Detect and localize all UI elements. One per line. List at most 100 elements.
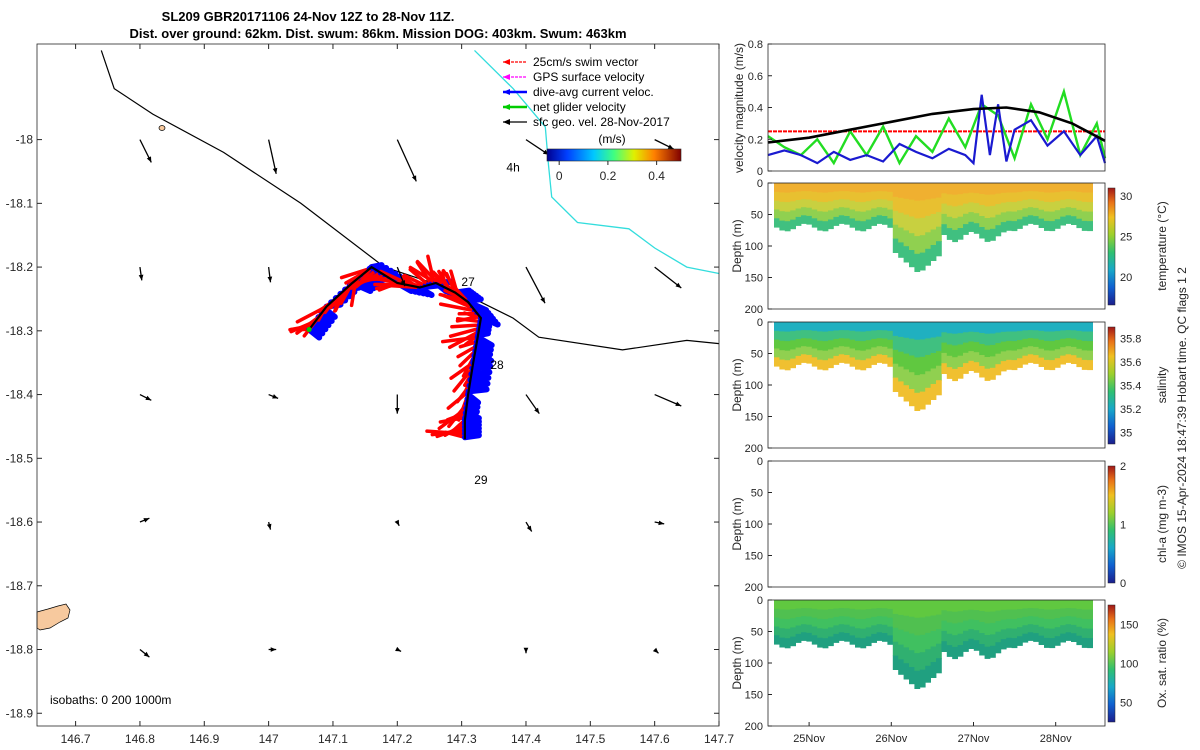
section-cell xyxy=(941,620,948,632)
section-cell xyxy=(979,183,985,195)
section-cell xyxy=(882,616,888,626)
current-vector xyxy=(472,347,493,362)
section-cell xyxy=(990,634,996,647)
section-cell xyxy=(849,209,856,219)
section-cell xyxy=(833,608,840,618)
section-cell xyxy=(860,619,867,630)
section-cell xyxy=(1071,199,1077,209)
section-cell xyxy=(973,342,980,353)
section-cell xyxy=(1054,219,1061,229)
section-cell xyxy=(1054,192,1061,202)
section-cell xyxy=(822,211,829,222)
section-cell xyxy=(1027,632,1034,641)
section-cell xyxy=(979,216,985,228)
geo-vector-head xyxy=(658,520,665,526)
section-cell xyxy=(1065,354,1072,363)
section-cell xyxy=(903,230,910,247)
section-cell xyxy=(887,200,894,211)
section-cell xyxy=(849,357,856,367)
section-cell xyxy=(860,341,867,352)
section-cell xyxy=(1011,211,1018,222)
section-cell xyxy=(1000,600,1007,611)
section-cell xyxy=(811,339,818,349)
section-cell xyxy=(1038,339,1045,350)
section-cell xyxy=(946,228,953,240)
section-colorbar xyxy=(1107,187,1116,306)
section-cell xyxy=(968,341,975,352)
current-vector xyxy=(475,326,492,335)
section-cell xyxy=(1060,208,1066,218)
section-cell xyxy=(1060,355,1066,365)
section-cell xyxy=(1017,210,1023,220)
section-cell xyxy=(887,357,894,367)
chart-title: SL209 GBR20171106 24-Nov 12Z to 28-Nov 1… xyxy=(162,9,455,24)
section-cell xyxy=(1022,625,1029,635)
section-cell xyxy=(860,628,867,639)
swim-vector xyxy=(408,267,431,287)
section-ytick-label: 50 xyxy=(751,488,763,500)
section-cell xyxy=(811,183,818,193)
section-cell xyxy=(1011,600,1018,610)
geo-vector-head xyxy=(523,647,529,654)
section-cell xyxy=(919,652,926,671)
section-cell xyxy=(784,183,791,194)
map-ytick-label: -18.1 xyxy=(6,196,34,210)
section-cell xyxy=(1054,609,1061,619)
section-colorbar-tick-label: 35 xyxy=(1120,427,1132,439)
section-cell xyxy=(1087,331,1093,342)
section-cell xyxy=(1044,637,1050,648)
section-ytick-label: 150 xyxy=(745,412,763,424)
section-cell xyxy=(779,211,786,222)
section-cell xyxy=(909,389,915,407)
section-colorbar-label: chl-a (mg m-3) xyxy=(1155,485,1169,563)
swim-vector xyxy=(442,293,475,310)
section-cell xyxy=(963,332,969,344)
section-cell xyxy=(1060,322,1066,331)
section-cell xyxy=(882,191,888,201)
section-cell xyxy=(1027,600,1034,609)
section-cell xyxy=(930,615,937,632)
section-cell xyxy=(1076,191,1083,202)
section-cell xyxy=(903,631,910,648)
section-cell xyxy=(903,337,910,355)
section-cell xyxy=(838,346,845,355)
section-cell xyxy=(838,354,845,363)
section-cell xyxy=(995,600,1002,612)
section-cell xyxy=(892,210,899,226)
section-cell xyxy=(1054,183,1061,193)
section-cell xyxy=(779,628,786,639)
section-cell xyxy=(1054,358,1061,368)
section-cell xyxy=(919,374,926,393)
section-cell xyxy=(1017,192,1023,202)
section-cell xyxy=(1076,322,1083,332)
section-cell xyxy=(865,219,872,230)
section-cell xyxy=(876,338,883,347)
section-cell xyxy=(838,600,845,609)
section-cell xyxy=(1065,346,1072,355)
section-cell xyxy=(925,371,931,389)
section-cell xyxy=(979,355,985,367)
section-cell xyxy=(941,193,948,205)
section-cell xyxy=(963,641,969,652)
section-cell xyxy=(903,385,910,402)
section-cell xyxy=(1060,183,1066,192)
section-cell xyxy=(876,322,883,331)
section-cell xyxy=(822,609,829,620)
section-cell xyxy=(1071,355,1077,364)
section-cell xyxy=(806,207,813,217)
section-cell xyxy=(995,621,1002,633)
section-cell xyxy=(1027,354,1034,363)
geo-vector-head xyxy=(143,518,150,523)
legend-label: net glider velocity xyxy=(533,100,626,114)
section-cell xyxy=(860,221,867,232)
day-label: 27 xyxy=(461,275,475,289)
section-cell xyxy=(909,616,915,634)
map-xtick-label: 146.7 xyxy=(61,732,91,746)
section-cell xyxy=(979,600,985,612)
section-cell xyxy=(990,356,996,369)
section-cell xyxy=(822,638,829,649)
section-cell xyxy=(1011,183,1018,193)
section-cell xyxy=(801,354,807,363)
section-cell xyxy=(1065,632,1072,641)
time-tick-label: 26Nov xyxy=(875,733,907,745)
